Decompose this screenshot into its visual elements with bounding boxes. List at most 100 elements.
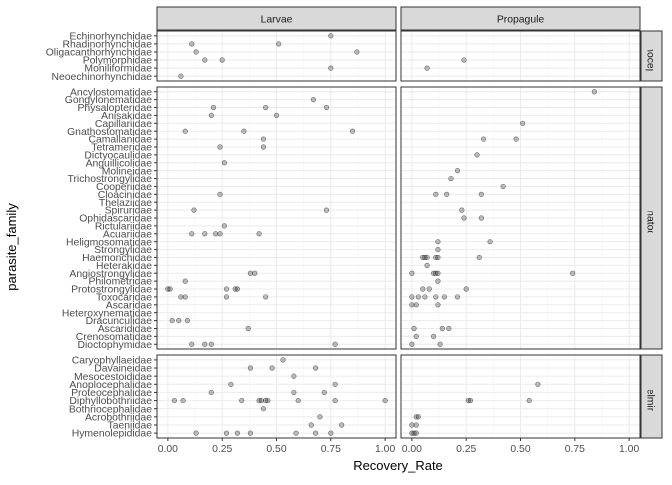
y-tick-label: Ascarididae bbox=[98, 324, 153, 335]
y-tick-label: Dracunculidae bbox=[86, 316, 153, 327]
data-point bbox=[328, 430, 334, 436]
data-point bbox=[454, 168, 461, 174]
data-point bbox=[223, 286, 230, 292]
data-point bbox=[317, 414, 323, 420]
facet-panels bbox=[156, 30, 641, 439]
y-tick-label: Protostrongylidae bbox=[71, 285, 152, 296]
data-point bbox=[202, 57, 208, 63]
data-point bbox=[409, 294, 415, 300]
data-point bbox=[208, 341, 214, 347]
y-tick-label: Ophidascaridae bbox=[79, 214, 152, 225]
data-point bbox=[441, 294, 448, 300]
data-point bbox=[217, 231, 223, 237]
data-point bbox=[409, 422, 415, 428]
data-point bbox=[448, 175, 454, 182]
data-point bbox=[437, 341, 443, 347]
data-point bbox=[433, 294, 439, 300]
row-strip-label-platyhelminthes: Platyhelminthes bbox=[645, 360, 656, 433]
data-point bbox=[424, 262, 430, 268]
y-tick-label: Neoechinorhynchidae bbox=[51, 72, 152, 83]
y-tick-label: Cooperiidae bbox=[96, 182, 152, 193]
data-point bbox=[217, 191, 223, 197]
y-tick-label: Dioctophymidae bbox=[77, 340, 152, 351]
data-point bbox=[354, 49, 360, 55]
data-point bbox=[310, 97, 317, 103]
data-point bbox=[167, 286, 173, 292]
data-point bbox=[247, 430, 254, 436]
data-point bbox=[435, 246, 441, 253]
panel-larvae-acanthocephala bbox=[156, 30, 397, 82]
y-tick-label: Anisakidae bbox=[101, 111, 152, 122]
data-point bbox=[189, 341, 195, 347]
y-tick-label: Crenosomatidae bbox=[76, 332, 152, 343]
data-point bbox=[223, 430, 230, 436]
y-tick-label: Anguillicolidae bbox=[86, 158, 153, 169]
panel-propagule-acanthocephala bbox=[400, 30, 641, 82]
y-tick-label: Camallanidae bbox=[88, 135, 152, 146]
row-strip-nematoda bbox=[640, 86, 663, 350]
data-point bbox=[332, 397, 338, 404]
y-tick-label: Mesocestoididae bbox=[74, 372, 152, 383]
strip-label-propagule: Propagule bbox=[497, 15, 545, 26]
data-point bbox=[291, 373, 297, 379]
x-tick-label: 0.50 bbox=[266, 444, 286, 455]
data-point bbox=[409, 270, 415, 276]
data-point bbox=[234, 430, 240, 436]
data-point bbox=[217, 144, 223, 150]
data-point bbox=[461, 57, 467, 63]
data-point bbox=[208, 112, 214, 119]
data-point bbox=[409, 341, 415, 347]
row-strip-label-acanthocephala: nthocep bbox=[645, 38, 656, 75]
data-point bbox=[415, 414, 421, 420]
data-point bbox=[308, 422, 314, 428]
x-tick-label: 0.25 bbox=[456, 444, 476, 455]
data-point bbox=[591, 89, 597, 95]
x-tick-labels: 0.00 0.25 0.50 0.75 1.00 0.00 0.25 0.50 0.75 1.00 bbox=[158, 438, 639, 455]
data-point bbox=[239, 397, 245, 404]
data-point bbox=[409, 302, 415, 308]
y-tick-label: Strongylidae bbox=[94, 245, 152, 256]
data-point bbox=[210, 104, 217, 111]
data-point bbox=[500, 183, 506, 190]
x-tick-label: 0.75 bbox=[321, 444, 341, 455]
data-point bbox=[444, 191, 450, 197]
y-tick-label: Heterakidae bbox=[96, 261, 152, 272]
data-point bbox=[176, 317, 182, 324]
data-point bbox=[454, 294, 461, 300]
data-point bbox=[478, 215, 484, 221]
data-point bbox=[439, 325, 445, 332]
x-tick-label: 0.00 bbox=[158, 444, 178, 455]
data-point bbox=[413, 422, 419, 428]
row-strip-acanthocephala bbox=[640, 30, 663, 82]
data-point bbox=[269, 365, 275, 371]
data-point bbox=[313, 365, 319, 371]
y-tick-label: Toxocaridae bbox=[96, 293, 152, 304]
data-point bbox=[420, 286, 426, 292]
data-point bbox=[241, 128, 247, 134]
data-point bbox=[435, 270, 441, 276]
y-tick-label: Rictulariidae bbox=[95, 221, 152, 232]
data-point bbox=[295, 397, 301, 404]
y-tick-label: Haemonchidae bbox=[82, 253, 152, 264]
data-point bbox=[313, 430, 319, 436]
y-tick-label: Anoplocephalidae bbox=[69, 380, 152, 391]
data-point bbox=[234, 286, 240, 292]
y-tick-label: Oligacanthorhynchidae bbox=[46, 48, 153, 59]
y-tick-label: Davaineidae bbox=[94, 364, 152, 375]
data-point bbox=[411, 325, 417, 332]
data-point bbox=[247, 365, 254, 371]
y-tick-label: Moniliformidae bbox=[84, 64, 152, 75]
data-point bbox=[265, 397, 271, 404]
row-strip-platyhelminthes bbox=[640, 354, 663, 439]
y-tick-label: Heteroxynematidae bbox=[62, 308, 152, 319]
data-point bbox=[349, 128, 356, 134]
data-point bbox=[424, 254, 430, 261]
y-tick-label: Spiruridae bbox=[105, 206, 153, 217]
x-axis-title: Recovery_Rate bbox=[353, 458, 443, 473]
data-point bbox=[260, 406, 267, 412]
data-point bbox=[415, 294, 421, 300]
data-point bbox=[339, 422, 345, 428]
y-tick-label: Acuariidae bbox=[103, 229, 152, 240]
data-point bbox=[321, 389, 327, 396]
data-point bbox=[487, 239, 493, 245]
